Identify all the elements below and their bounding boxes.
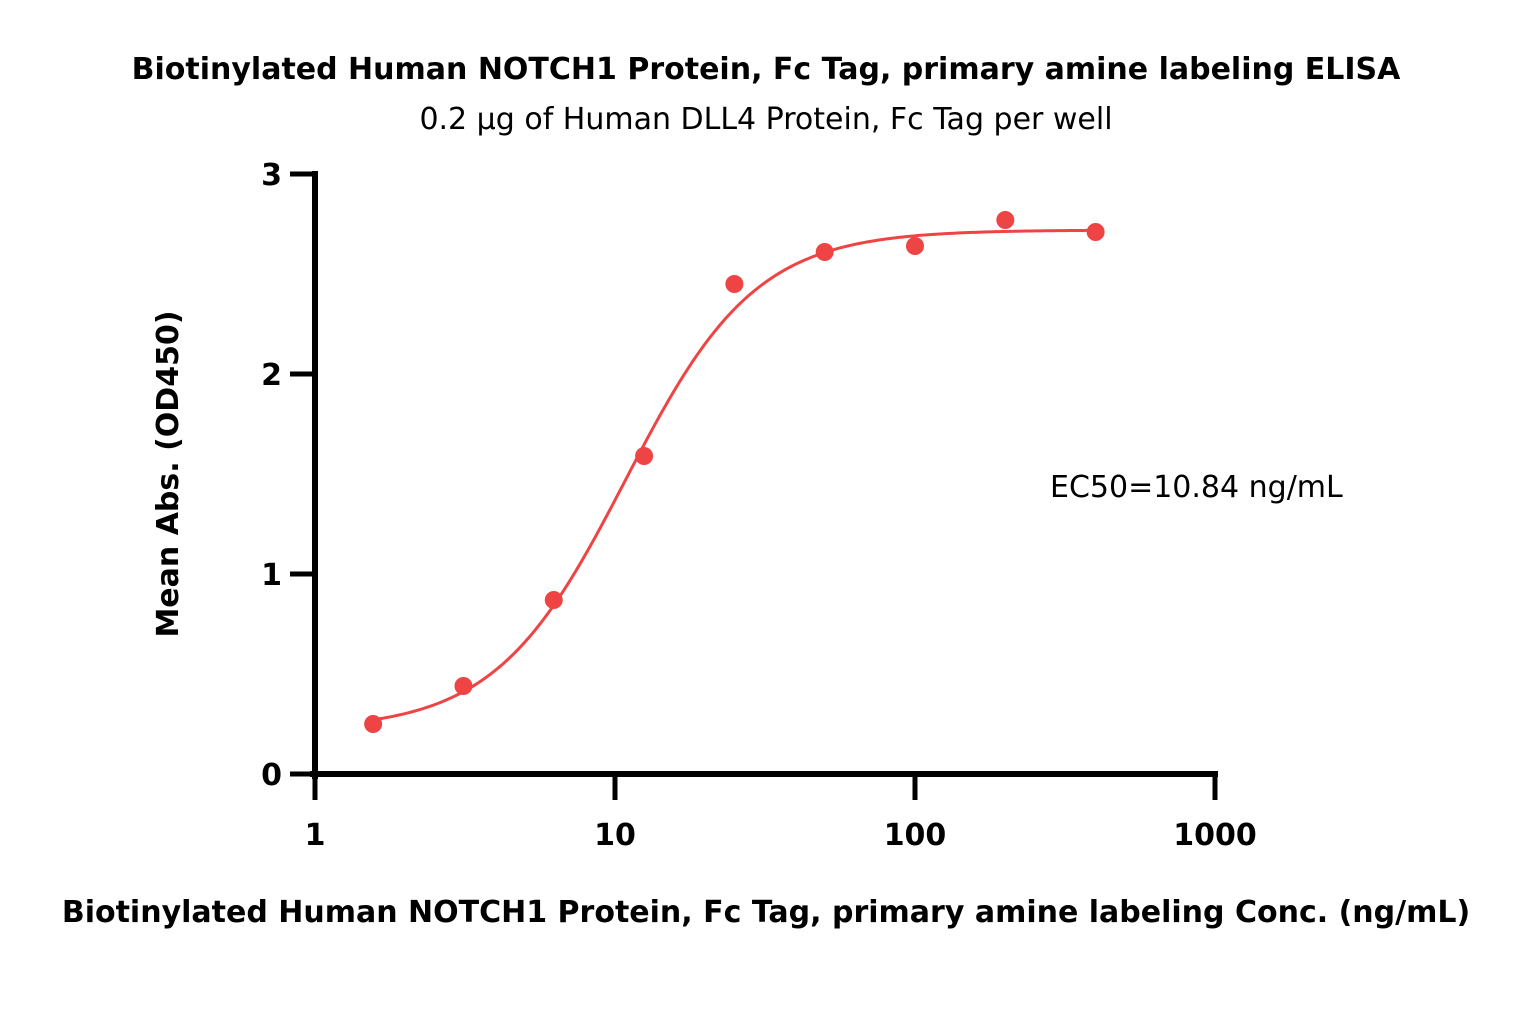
data-point <box>454 677 473 695</box>
x-tick-label: 1000 <box>1173 818 1257 853</box>
y-tick-label: 2 <box>261 358 282 393</box>
data-point <box>364 715 383 733</box>
x-axis-label: Biotinylated Human NOTCH1 Protein, Fc Ta… <box>62 895 1470 930</box>
data-point <box>996 211 1015 229</box>
y-tick-label: 3 <box>261 158 282 193</box>
chart-subtitle: 0.2 μg of Human DLL4 Protein, Fc Tag per… <box>419 102 1112 137</box>
x-tick-label: 100 <box>884 818 947 853</box>
x-tick-label: 1 <box>305 818 326 853</box>
y-tick-label: 1 <box>261 558 282 593</box>
y-axis-label: Mean Abs. (OD450) <box>151 310 186 637</box>
data-point <box>725 275 744 293</box>
fit-curve <box>372 228 1096 722</box>
ec50-annotation: EC50=10.84 ng/mL <box>1050 470 1343 505</box>
chart-title: Biotinylated Human NOTCH1 Protein, Fc Ta… <box>132 52 1402 87</box>
data-point <box>1086 223 1105 241</box>
data-point <box>815 243 834 261</box>
x-tick-label: 10 <box>594 818 636 853</box>
data-point <box>906 237 924 255</box>
data-point <box>544 591 563 609</box>
y-tick-label: 0 <box>261 758 282 793</box>
data-point <box>635 447 654 465</box>
